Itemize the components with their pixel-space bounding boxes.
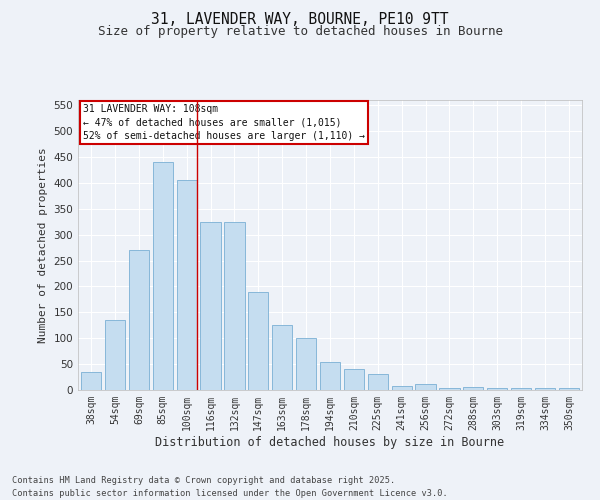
Bar xyxy=(272,326,292,390)
Bar xyxy=(344,370,364,390)
Bar xyxy=(559,388,579,390)
Bar xyxy=(248,292,268,390)
Bar xyxy=(439,388,460,390)
Bar xyxy=(368,374,388,390)
Bar xyxy=(200,222,221,390)
Bar xyxy=(535,388,555,390)
Bar xyxy=(415,384,436,390)
Bar xyxy=(176,180,197,390)
Bar xyxy=(129,250,149,390)
Y-axis label: Number of detached properties: Number of detached properties xyxy=(38,147,48,343)
Text: Contains HM Land Registry data © Crown copyright and database right 2025.
Contai: Contains HM Land Registry data © Crown c… xyxy=(12,476,448,498)
Text: 31, LAVENDER WAY, BOURNE, PE10 9TT: 31, LAVENDER WAY, BOURNE, PE10 9TT xyxy=(151,12,449,28)
Bar xyxy=(487,388,508,390)
Bar xyxy=(392,386,412,390)
X-axis label: Distribution of detached houses by size in Bourne: Distribution of detached houses by size … xyxy=(155,436,505,448)
Bar xyxy=(296,338,316,390)
Bar xyxy=(511,388,531,390)
Bar xyxy=(152,162,173,390)
Bar xyxy=(105,320,125,390)
Bar xyxy=(81,372,101,390)
Bar xyxy=(463,388,484,390)
Bar xyxy=(224,222,245,390)
Text: 31 LAVENDER WAY: 108sqm
← 47% of detached houses are smaller (1,015)
52% of semi: 31 LAVENDER WAY: 108sqm ← 47% of detache… xyxy=(83,104,365,141)
Bar xyxy=(320,362,340,390)
Text: Size of property relative to detached houses in Bourne: Size of property relative to detached ho… xyxy=(97,25,503,38)
